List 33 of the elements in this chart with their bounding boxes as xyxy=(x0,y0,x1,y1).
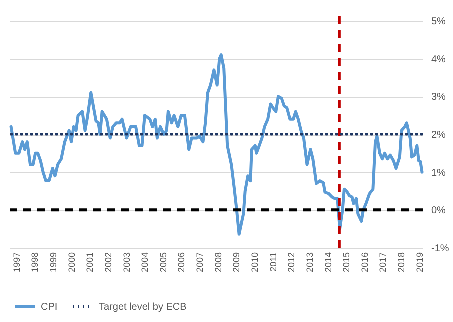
x-tick-label: 2006 xyxy=(176,252,187,273)
y-tick-label: -1% xyxy=(432,244,450,254)
x-tick-label: 2012 xyxy=(286,252,297,273)
x-tick-label: 2011 xyxy=(268,252,278,272)
x-tick-label: 2009 xyxy=(232,252,242,273)
y-tick-label: 5% xyxy=(432,16,446,28)
x-tick-label: 2010 xyxy=(250,252,260,273)
x-tick-label: 2005 xyxy=(158,252,168,273)
y-tick-label: 1% xyxy=(432,168,446,179)
x-tick-label: 2017 xyxy=(378,252,388,273)
x-tick-label: 2001 xyxy=(85,252,96,273)
x-tick-label: 2002 xyxy=(103,252,114,273)
legend-label: Target level by ECB xyxy=(99,302,188,313)
x-tick-label: 2015 xyxy=(342,252,352,273)
y-tick-label: 2% xyxy=(432,130,446,141)
x-tick-label: 2016 xyxy=(360,252,370,273)
x-tick-label: 2014 xyxy=(323,252,334,273)
y-tick-label: 4% xyxy=(432,54,446,66)
x-tick-label: 2004 xyxy=(140,252,150,273)
x-tick-label: 1997 xyxy=(12,252,22,273)
y-tick-label: 0% xyxy=(432,206,446,217)
x-tick-label: 2019 xyxy=(414,252,425,273)
x-tick-label: 2008 xyxy=(213,252,224,273)
x-tick-label: 1998 xyxy=(30,252,40,273)
x-tick-label: 2018 xyxy=(396,252,407,273)
x-tick-label: 2003 xyxy=(122,252,132,273)
x-tick-label: 1999 xyxy=(48,252,59,273)
y-tick-label: 3% xyxy=(432,92,446,104)
line-series xyxy=(10,54,424,236)
x-tick-label: 2013 xyxy=(304,252,315,273)
legend-label: CPI xyxy=(41,302,58,313)
x-tick-label: 2000 xyxy=(66,252,77,273)
x-tick-label: 2007 xyxy=(195,252,206,273)
